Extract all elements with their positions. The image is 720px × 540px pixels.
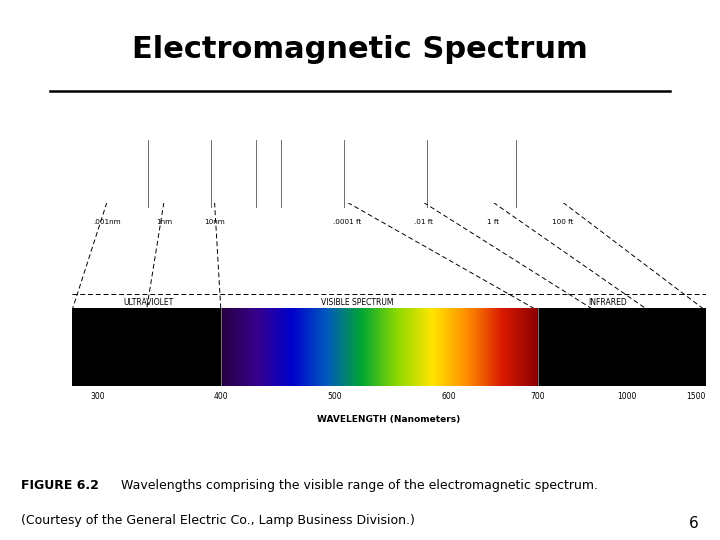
Text: RADIO: RADIO — [597, 170, 624, 179]
Text: Electromagnetic Spectrum: Electromagnetic Spectrum — [132, 35, 588, 64]
Text: GAMMA
RAYS: GAMMA RAYS — [94, 164, 127, 184]
Text: WAVELENGTH (Nanometers): WAVELENGTH (Nanometers) — [318, 415, 460, 423]
Text: 1nm: 1nm — [156, 219, 172, 225]
Text: INFRARED: INFRARED — [588, 298, 627, 307]
Text: X-RAYS: X-RAYS — [165, 170, 195, 179]
Text: 1500: 1500 — [686, 392, 706, 401]
Text: 300: 300 — [90, 392, 104, 401]
Text: (Courtesy of the General Electric Co., Lamp Business Division.): (Courtesy of the General Electric Co., L… — [21, 514, 415, 528]
Text: 10nm: 10nm — [204, 219, 225, 225]
Text: .01 ft: .01 ft — [414, 219, 433, 225]
Text: 6: 6 — [689, 516, 698, 531]
Text: 100 ft: 100 ft — [552, 219, 574, 225]
Text: T-V: T-V — [465, 170, 477, 179]
Text: .001nm: .001nm — [93, 219, 121, 225]
Text: Wavelengths comprising the visible range of the electromagnetic spectrum.: Wavelengths comprising the visible range… — [112, 478, 598, 492]
Text: 400: 400 — [214, 392, 228, 401]
Text: 1000: 1000 — [617, 392, 636, 401]
Text: INFRA-
RED: INFRA- RED — [298, 164, 328, 184]
Text: MICRO-
WAVES: MICRO- WAVES — [369, 164, 402, 184]
Bar — [538, 308, 706, 386]
Text: 1 ft: 1 ft — [487, 219, 500, 225]
Text: U-V: U-V — [226, 170, 241, 179]
Text: 600: 600 — [441, 392, 456, 401]
Text: VISIBLE SPECTRUM: VISIBLE SPECTRUM — [321, 298, 393, 307]
Text: FIGURE 6.2: FIGURE 6.2 — [21, 478, 99, 492]
Text: .0001 ft: .0001 ft — [333, 219, 361, 225]
Bar — [72, 308, 221, 386]
Text: 500: 500 — [328, 392, 342, 401]
Text: ULTRAVIOLET: ULTRAVIOLET — [123, 298, 173, 307]
Text: 700: 700 — [531, 392, 545, 401]
